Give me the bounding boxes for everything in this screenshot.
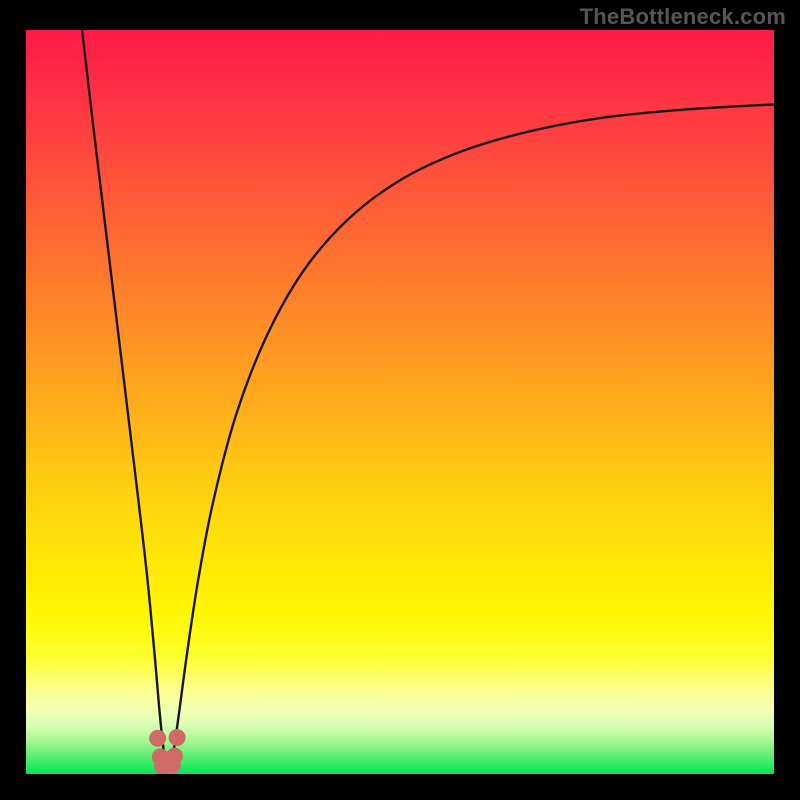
chart-svg bbox=[26, 30, 774, 774]
chart-container: TheBottleneck.com bbox=[0, 0, 800, 800]
plot-area bbox=[26, 30, 774, 774]
chart-background bbox=[26, 30, 774, 774]
data-marker bbox=[166, 748, 183, 765]
data-marker bbox=[149, 730, 166, 747]
data-marker bbox=[169, 729, 186, 746]
watermark-text: TheBottleneck.com bbox=[580, 4, 786, 30]
